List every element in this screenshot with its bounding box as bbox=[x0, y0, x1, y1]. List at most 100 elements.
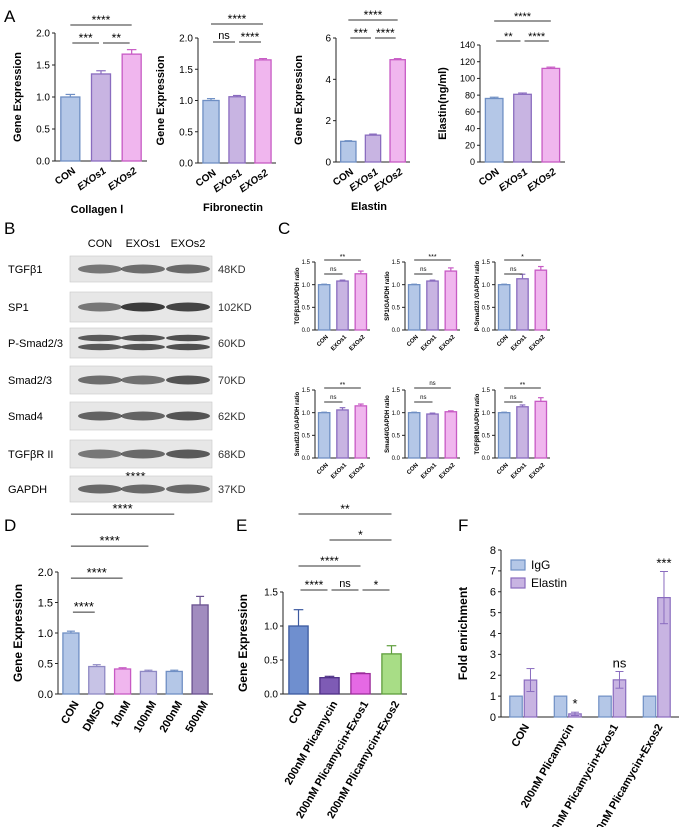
category-label: EXOs1 bbox=[76, 165, 109, 193]
y-axis-title: Smad2/3 /GAPDH ratio bbox=[295, 391, 301, 456]
blot-band bbox=[166, 302, 210, 312]
y-tick-label: 0.0 bbox=[36, 157, 50, 168]
bar-2 bbox=[354, 405, 368, 459]
y-axis-title: SP1/GAPDH ratio bbox=[385, 271, 391, 321]
y-tick-label: 0.5 bbox=[36, 125, 50, 136]
y-axis-title: P-Smad2/3 /GAPDH ratio bbox=[475, 260, 481, 331]
legend-swatch-igg bbox=[510, 559, 526, 571]
category-label: 100nM bbox=[132, 699, 160, 735]
bar-2 bbox=[444, 270, 458, 331]
bar-2 bbox=[444, 411, 458, 459]
category-label: EXOs2 bbox=[439, 462, 457, 480]
significance-label: **** bbox=[100, 533, 120, 548]
y-tick-label: 100 bbox=[460, 74, 475, 84]
blot-row-label: Smad4 bbox=[8, 411, 43, 423]
significance-label: **** bbox=[87, 565, 107, 580]
blot-band bbox=[121, 449, 165, 459]
significance-label: **** bbox=[92, 13, 111, 27]
y-tick-label: 1.0 bbox=[482, 411, 491, 417]
y-tick-label: 0.5 bbox=[482, 305, 491, 311]
bar-1 bbox=[336, 280, 349, 331]
y-tick-label: 6 bbox=[325, 34, 331, 45]
bar-1 bbox=[516, 406, 529, 459]
blot-band bbox=[78, 375, 122, 385]
significance-label: ** bbox=[340, 502, 350, 516]
y-tick-label: 2.0 bbox=[38, 567, 53, 579]
category-label: EXOs2 bbox=[529, 334, 547, 352]
blot-column-label: EXOs1 bbox=[126, 238, 161, 250]
y-tick-label: 0.5 bbox=[302, 305, 311, 311]
y-tick-label: 1.0 bbox=[179, 96, 193, 107]
significance-label: *** bbox=[354, 26, 368, 40]
bar-2 bbox=[354, 273, 368, 331]
category-label: 200nM Plicamycin+Exos2 bbox=[588, 722, 665, 827]
blot-band bbox=[121, 334, 165, 342]
blot-band bbox=[166, 484, 210, 494]
category-label: EXOs1 bbox=[420, 462, 438, 480]
y-axis-title: Smad4/GAPDH ratio bbox=[385, 395, 391, 453]
category-label: CON bbox=[53, 166, 78, 188]
category-label: EXOs2 bbox=[529, 462, 547, 480]
category-label: 200nM bbox=[158, 699, 186, 735]
y-tick-label: 120 bbox=[460, 57, 475, 67]
blot-band bbox=[166, 343, 210, 351]
y-tick-label: 0.5 bbox=[392, 305, 401, 311]
significance-label: *** bbox=[656, 556, 671, 571]
category-label: EXOs1 bbox=[510, 462, 528, 480]
significance-label: ** bbox=[340, 382, 346, 389]
y-tick-label: 0.0 bbox=[392, 328, 401, 334]
bar-0 bbox=[340, 140, 357, 163]
bar-0 bbox=[407, 284, 421, 331]
significance-label: ns bbox=[330, 267, 336, 273]
blot-band bbox=[166, 264, 210, 274]
y-tick-label: 0.5 bbox=[302, 433, 311, 439]
blot-column-label: EXOs2 bbox=[171, 238, 206, 250]
y-tick-label: 0.0 bbox=[392, 456, 401, 462]
bar-1 bbox=[336, 409, 349, 459]
significance-label: ns bbox=[339, 578, 351, 590]
panel-letter-d: D bbox=[4, 516, 16, 535]
y-tick-label: 1.5 bbox=[264, 588, 278, 599]
significance-label: **** bbox=[74, 599, 94, 614]
y-tick-label: 1.0 bbox=[38, 628, 53, 640]
y-axis-title: Gene Expression bbox=[293, 55, 305, 145]
bar-3 bbox=[381, 653, 402, 695]
category-label: EXOs2 bbox=[439, 334, 457, 352]
blot-kd-label: 68KD bbox=[218, 449, 246, 461]
y-tick-label: 0.5 bbox=[38, 658, 53, 670]
chart-fold-enrichment: 0 1 2 3 4 5 6 7 8 Fold enrichment * ns *** IgG Elastin… bbox=[456, 545, 679, 827]
bar-0 bbox=[288, 625, 309, 695]
blot-band bbox=[121, 302, 165, 312]
y-tick-label: 1.0 bbox=[302, 283, 311, 289]
y-axis-title: Gene Expression bbox=[236, 594, 250, 692]
y-tick-label: 0.5 bbox=[264, 656, 278, 667]
chart-dose-response: 0.0 0.5 1.0 1.5 2.0 Gene Expression **** **** **… bbox=[11, 469, 213, 735]
bar-2 bbox=[350, 672, 371, 695]
blot-kd-label: 60KD bbox=[218, 338, 246, 350]
y-tick-label: 1.5 bbox=[392, 260, 401, 266]
significance-label: *** bbox=[428, 254, 436, 261]
bar-0 bbox=[484, 97, 504, 163]
bar-1 bbox=[364, 134, 382, 163]
bar-igg-0 bbox=[509, 695, 523, 718]
blot-band bbox=[78, 334, 122, 342]
y-tick-label: 1.0 bbox=[392, 283, 401, 289]
y-tick-label: 0 bbox=[490, 712, 496, 724]
significance-label: ns bbox=[613, 655, 627, 670]
bar-2 bbox=[389, 59, 406, 163]
category-label: EXOs2 bbox=[349, 462, 367, 480]
bar-1 bbox=[516, 278, 529, 331]
bar-0 bbox=[317, 284, 331, 331]
y-tick-label: 2.0 bbox=[36, 29, 50, 40]
category-label: EXOs2 bbox=[349, 334, 367, 352]
y-tick-label: 8 bbox=[490, 545, 496, 557]
blot-band bbox=[166, 375, 210, 385]
blot-band bbox=[78, 484, 122, 494]
significance-label: ** bbox=[112, 31, 122, 45]
y-tick-label: 0.0 bbox=[482, 456, 491, 462]
y-tick-label: 0 bbox=[325, 158, 331, 169]
significance-label: **** bbox=[320, 554, 339, 568]
